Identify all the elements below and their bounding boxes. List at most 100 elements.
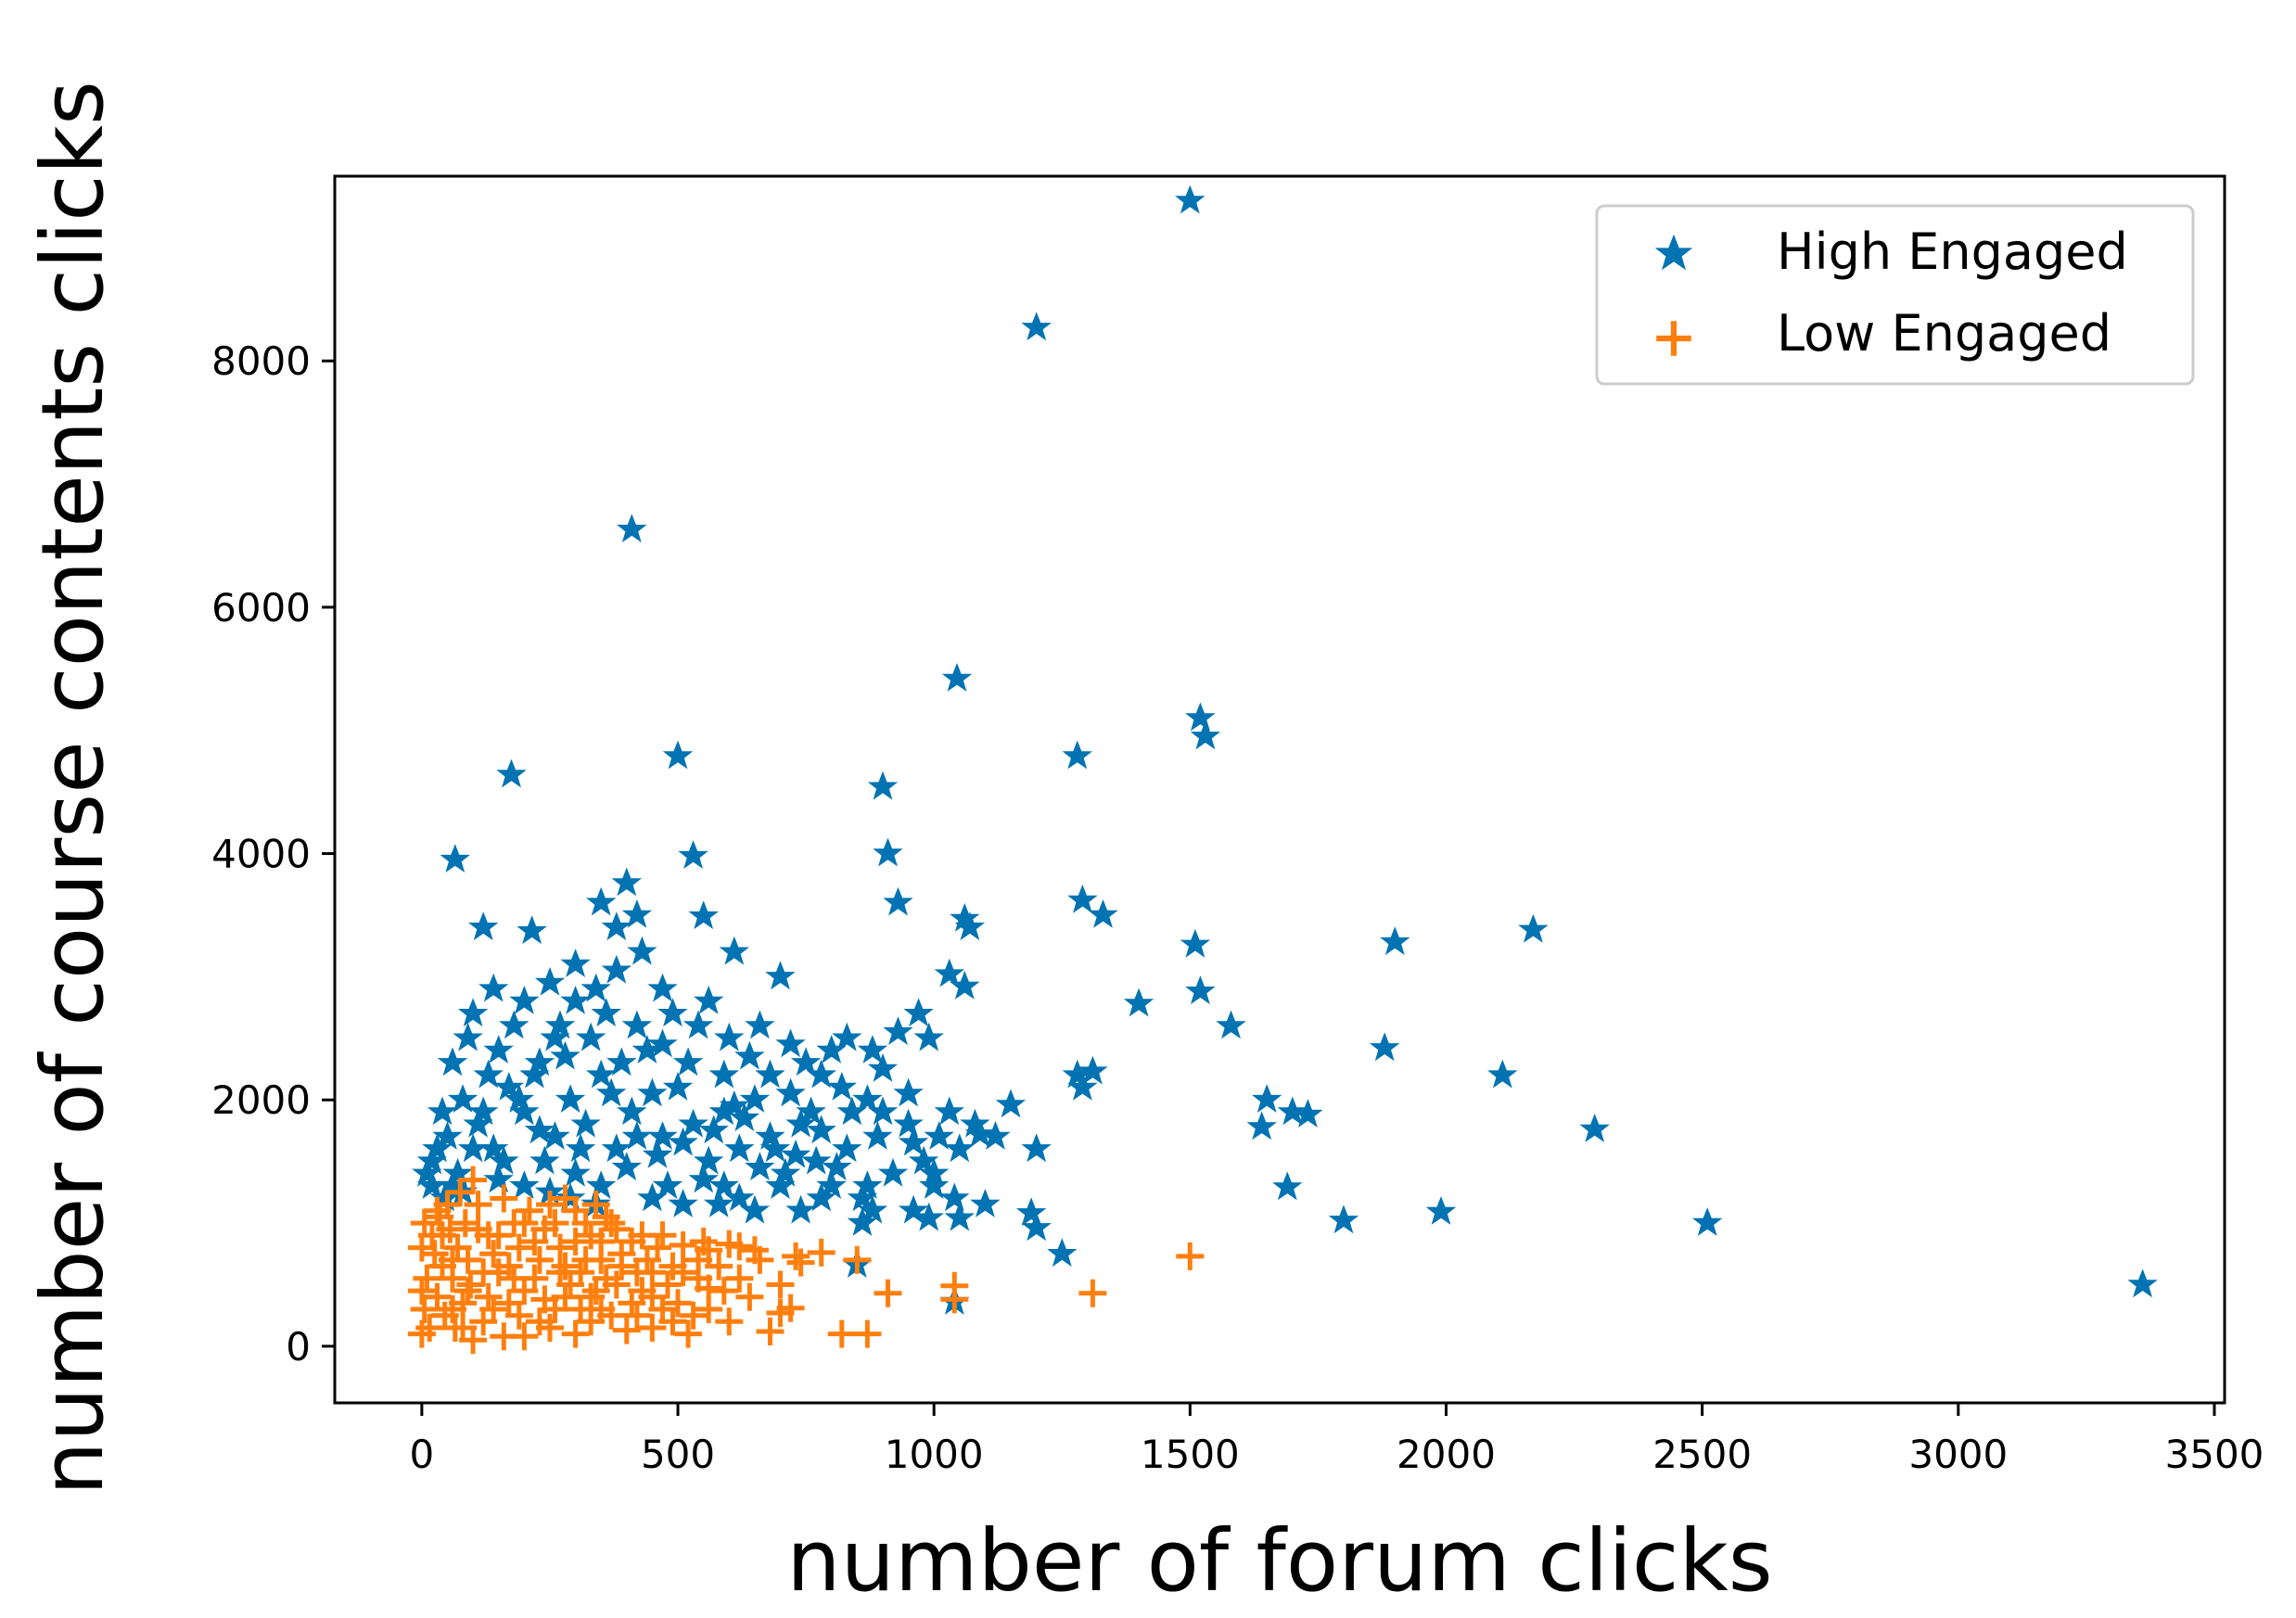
legend: High Engaged Low Engaged (1595, 204, 2195, 386)
high-engaged-point (468, 911, 499, 941)
x-axis: 0 500 1000 1500 2000 2500 3000 3500 (410, 1403, 2264, 1477)
high-engaged-point (662, 740, 694, 770)
high-engaged-point (903, 998, 934, 1027)
high-engaged-point (662, 1072, 694, 1101)
high-engaged-point (734, 1040, 765, 1070)
y-axis-label: number of course contents clicks (23, 81, 122, 1496)
y-tick-label: 8000 (211, 338, 311, 384)
high-engaged-point (457, 998, 489, 1027)
high-engaged-point (694, 1145, 724, 1175)
high-engaged-point (775, 1028, 806, 1058)
low-engaged-point (454, 1277, 482, 1305)
high-engaged-point (457, 1133, 489, 1163)
high-engaged-point (755, 1059, 785, 1089)
high-engaged-point (826, 1072, 857, 1101)
high-engaged-point (560, 949, 591, 977)
x-tick-label: 500 (641, 1432, 715, 1477)
high-engaged-point (1185, 975, 1216, 1005)
high-engaged-point (867, 771, 899, 800)
y-tick-label: 0 (286, 1324, 311, 1370)
high-engaged-point (601, 911, 631, 941)
high-engaged-point (682, 1010, 714, 1039)
high-engaged-point (944, 1133, 975, 1163)
low-engaged-point (782, 1242, 810, 1270)
high-engaged-point (708, 1059, 739, 1089)
low-engaged-point (490, 1322, 517, 1350)
high-engaged-point (2127, 1268, 2158, 1298)
high-engaged-point (1246, 1111, 1277, 1140)
high-engaged-point (714, 1022, 745, 1051)
high-engaged-point (698, 1115, 729, 1144)
high-engaged-point (1175, 185, 1205, 214)
legend-label-high-engaged: High Engaged (1777, 223, 2128, 281)
legend-box (1595, 204, 2195, 386)
high-engaged-point (688, 900, 719, 930)
low-engaged-point (526, 1246, 554, 1274)
high-engaged-point (1518, 913, 1549, 943)
high-engaged-point (980, 1121, 1011, 1150)
x-tick-label: 3500 (2165, 1432, 2264, 1477)
high-engaged-point (785, 1194, 816, 1224)
high-engaged-point (668, 1127, 698, 1156)
high-engaged-point (672, 1047, 704, 1077)
high-engaged-point (1216, 1010, 1246, 1039)
high-engaged-point (1185, 702, 1216, 732)
plot-frame (333, 174, 2226, 1405)
high-engaged-point (534, 967, 566, 996)
high-engaged-point (550, 1040, 580, 1070)
high-engaged-point (576, 1022, 606, 1051)
high-engaged-point (995, 1089, 1027, 1118)
high-engaged-point (822, 1152, 852, 1181)
x-tick-label: 1500 (1141, 1432, 1240, 1477)
high-engaged-point (591, 998, 621, 1027)
legend-label-low-engaged: Low Engaged (1777, 304, 2111, 363)
y-tick-label: 6000 (211, 585, 311, 631)
high-engaged-point (1579, 1114, 1610, 1142)
high-engaged-point (478, 973, 509, 1002)
high-engaged-point (1272, 1171, 1303, 1201)
high-engaged-point (647, 1121, 678, 1150)
high-engaged-point (647, 973, 678, 1002)
low-engaged-point (475, 1283, 503, 1311)
low-engaged-point (607, 1253, 635, 1280)
high-engaged-point (1180, 928, 1211, 958)
high-engaged-point (801, 1145, 832, 1175)
high-engaged-point (570, 1108, 601, 1138)
low-engaged-point (828, 1320, 856, 1348)
high-engaged-point (1252, 1084, 1282, 1113)
x-tick-label: 2500 (1652, 1432, 1752, 1477)
high-engaged-point (427, 1096, 458, 1126)
high-engaged-point (586, 1170, 617, 1199)
y-tick-label: 2000 (211, 1077, 311, 1123)
high-engaged-point (883, 886, 913, 916)
high-engaged-point (560, 1157, 591, 1187)
low-engaged-point (552, 1253, 580, 1280)
high-engaged-point (437, 1047, 468, 1077)
high-engaged-point (934, 1096, 964, 1126)
high-engaged-point (483, 1035, 514, 1064)
high-engaged-point (517, 915, 547, 945)
high-engaged-point (1487, 1059, 1518, 1089)
high-engaged-point (617, 514, 647, 542)
high-engaged-point (601, 954, 631, 984)
low-engaged-point (587, 1246, 615, 1274)
high-engaged-point (509, 1170, 540, 1199)
high-engaged-point (1062, 740, 1092, 770)
low-engaged-point (843, 1246, 871, 1274)
high-engaged-point (1021, 1133, 1052, 1163)
high-engaged-point (440, 844, 470, 873)
low-engaged-point (680, 1302, 708, 1330)
high-engaged-point (555, 1084, 586, 1113)
y-axis: 0 2000 4000 6000 8000 (211, 338, 335, 1370)
high-engaged-point (893, 1108, 924, 1138)
high-engaged-point (862, 1121, 893, 1150)
high-engaged-point (970, 1189, 1001, 1217)
high-engaged-point (621, 1010, 653, 1039)
low-engaged-point (562, 1320, 590, 1348)
high-engaged-point (637, 1077, 668, 1107)
high-engaged-point (941, 663, 973, 692)
high-engaged-point (499, 1010, 529, 1039)
high-engaged-point (596, 1077, 627, 1107)
high-engaged-point (611, 867, 642, 897)
